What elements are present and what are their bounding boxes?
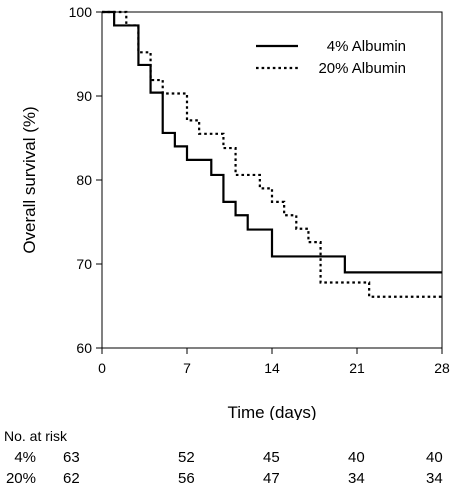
series-line-albumin-4 [102, 10, 442, 274]
risk-count: 52 [178, 449, 195, 466]
risk-count: 45 [263, 449, 280, 466]
risk-table-title: No. at risk [4, 428, 68, 444]
risk-group-label: 4% [14, 449, 36, 466]
legend: 4% Albumin 20% Albumin [256, 38, 406, 77]
x-axis-label: Time (days) [227, 403, 316, 420]
legend-label: 4% Albumin [327, 38, 406, 55]
x-tick-label: 0 [98, 360, 106, 376]
x-tick-label: 7 [183, 360, 191, 376]
y-tick-label: 90 [76, 88, 92, 104]
risk-count: 40 [426, 449, 443, 466]
legend-label: 20% Albumin [318, 60, 406, 77]
x-tick-label: 28 [434, 360, 450, 376]
y-tick-label: 80 [76, 172, 92, 188]
survival-curves [102, 10, 442, 298]
x-tick-label: 14 [264, 360, 280, 376]
survival-chart: 60 70 80 90 100 0 7 14 21 28 4% Albumin 20% Albumi… [20, 4, 450, 420]
y-axis-label: Overall survival (%) [20, 106, 39, 253]
y-tick-label: 60 [76, 340, 92, 356]
risk-count: 40 [348, 449, 365, 466]
risk-count: 47 [263, 470, 280, 487]
x-tick-label: 21 [349, 360, 365, 376]
risk-group-label: 20% [5, 470, 36, 487]
risk-count: 63 [63, 449, 80, 466]
axis-ticks: 60 70 80 90 100 0 7 14 21 28 [69, 4, 450, 376]
y-tick-label: 70 [76, 256, 92, 272]
risk-count: 34 [348, 470, 365, 487]
risk-count: 56 [178, 470, 195, 487]
risk-count: 62 [63, 470, 80, 487]
risk-count: 34 [426, 470, 443, 487]
y-tick-label: 100 [69, 4, 93, 20]
